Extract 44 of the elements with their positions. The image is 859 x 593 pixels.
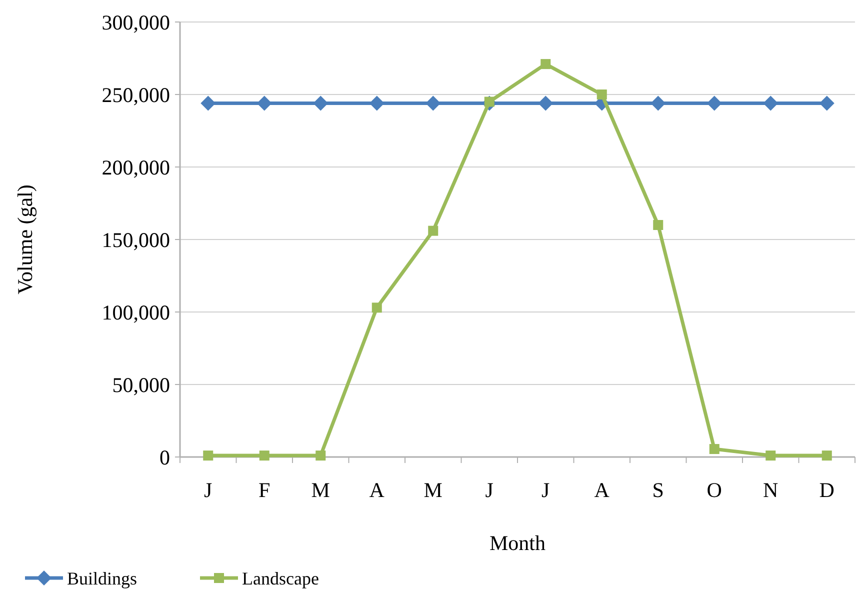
point: [428, 226, 438, 236]
y-tick-label: 300,000: [102, 10, 170, 34]
x-axis-title: Month: [489, 531, 546, 555]
x-tick-label: J: [485, 478, 494, 502]
point: [766, 450, 776, 461]
point: [538, 96, 554, 111]
point: [596, 90, 607, 100]
x-tick-label: F: [258, 478, 270, 502]
point: [200, 96, 216, 111]
legend-label: Buildings: [67, 568, 138, 588]
point: [819, 96, 834, 111]
x-tick-label: O: [706, 478, 722, 502]
x-tick-label: D: [819, 478, 834, 502]
point: [313, 96, 328, 111]
x-tick-label: A: [369, 478, 386, 502]
point: [822, 450, 832, 461]
point: [259, 450, 270, 461]
point: [650, 96, 666, 111]
y-tick-label: 50,000: [112, 372, 170, 397]
x-tick-label: M: [311, 478, 330, 502]
point: [369, 96, 384, 111]
point: [372, 302, 382, 313]
point: [709, 444, 720, 454]
point: [203, 450, 214, 461]
x-tick-label: N: [763, 478, 778, 502]
x-tick-label: J: [204, 478, 212, 502]
point: [316, 450, 326, 461]
x-tick-label: A: [594, 478, 610, 502]
y-tick-label: 200,000: [102, 155, 170, 180]
legend-label: Landscape: [242, 568, 319, 588]
y-tick-label: 150,000: [102, 228, 170, 252]
y-tick-label: 100,000: [102, 300, 170, 324]
point: [256, 96, 272, 111]
x-tick-label: J: [542, 478, 550, 502]
y-tick-label: 0: [160, 445, 170, 470]
point: [540, 59, 551, 70]
point: [426, 96, 441, 111]
point: [763, 96, 778, 111]
y-axis-title: Volume (gal): [13, 184, 37, 294]
point: [653, 220, 664, 230]
x-tick-label: M: [424, 478, 443, 502]
point: [706, 96, 722, 111]
y-tick-label: 250,000: [102, 82, 170, 107]
x-tick-label: S: [652, 478, 664, 502]
